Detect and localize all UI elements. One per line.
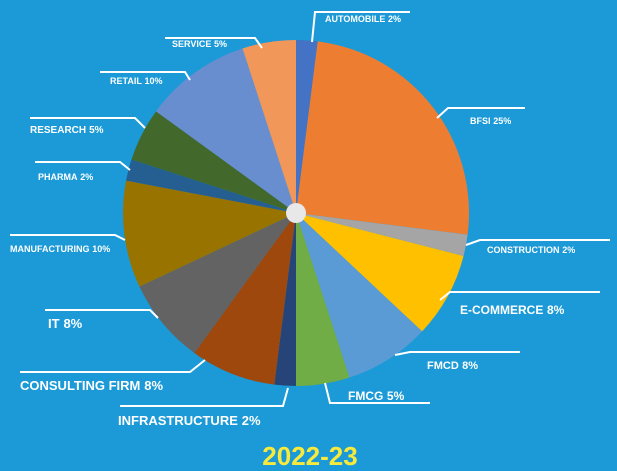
slice-label: RETAIL 10% <box>110 76 163 86</box>
slice-label: MANUFACTURING 10% <box>10 244 110 254</box>
leader-line <box>20 359 206 373</box>
leader-line <box>45 309 159 319</box>
value-label: 5% <box>214 39 227 49</box>
pie-slice <box>126 159 297 213</box>
category-label: AUTOMOBILE <box>325 14 385 24</box>
pie-slice <box>156 48 296 213</box>
leader-line <box>165 37 263 49</box>
slice-label: SERVICE 5% <box>172 39 227 49</box>
value-label: 8% <box>144 378 163 393</box>
value-label: 5% <box>387 389 405 403</box>
category-label: INFRASTRUCTURE <box>118 413 238 428</box>
category-label: FMCD <box>427 360 459 372</box>
leader-line <box>10 234 126 241</box>
category-label: RETAIL <box>110 76 142 86</box>
value-label: 2% <box>80 172 93 182</box>
leader-line <box>311 11 410 43</box>
value-label: 25% <box>493 116 511 126</box>
value-label: 2% <box>388 14 401 24</box>
leader-line <box>439 291 600 301</box>
leader-line <box>35 161 131 171</box>
value-label: 10% <box>92 244 110 254</box>
pie-slice <box>296 213 350 386</box>
center-dot <box>286 203 306 223</box>
slice-label: IT 8% <box>48 316 83 331</box>
slice-label: E-COMMERCE 8% <box>460 303 565 317</box>
category-label: IT <box>48 316 60 331</box>
slice-label: INFRASTRUCTURE 2% <box>118 413 261 428</box>
value-label: 8% <box>63 316 82 331</box>
value-label: 10% <box>145 76 163 86</box>
pie-slice <box>139 213 296 353</box>
value-label: 2% <box>562 245 575 255</box>
leader-line <box>120 387 289 407</box>
value-label: 2% <box>242 413 261 428</box>
pie-slice <box>194 213 296 385</box>
leader-line <box>30 117 146 129</box>
category-label: PHARMA <box>38 172 78 182</box>
pie-slice <box>274 213 296 386</box>
category-label: RESEARCH <box>30 125 86 136</box>
category-label: SERVICE <box>172 39 211 49</box>
category-label: E-COMMERCE <box>460 303 543 317</box>
category-label: CONSULTING FIRM <box>20 378 140 393</box>
slice-label: PHARMA 2% <box>38 172 93 182</box>
leader-line <box>394 351 520 356</box>
category-label: FMCG <box>348 389 383 403</box>
slice-label: CONSTRUCTION 2% <box>487 245 575 255</box>
pie-slice <box>296 213 468 257</box>
leader-line <box>324 382 430 404</box>
slice-label: FMCD 8% <box>427 360 478 372</box>
slice-label: AUTOMOBILE 2% <box>325 14 401 24</box>
slice-label: RESEARCH 5% <box>30 125 104 136</box>
category-label: MANUFACTURING <box>10 244 90 254</box>
category-label: BFSI <box>470 116 491 126</box>
pie-slice <box>242 40 296 213</box>
pie-slice <box>296 41 469 235</box>
pie-slice <box>296 40 318 213</box>
value-label: 8% <box>462 360 478 372</box>
value-label: 8% <box>547 303 565 317</box>
pie-slice <box>296 213 464 332</box>
pie-slice <box>123 180 297 287</box>
leader-line <box>436 107 525 119</box>
slice-label: CONSULTING FIRM 8% <box>20 378 163 393</box>
pie-slice <box>131 111 296 213</box>
chart-title: 2022-23 <box>262 441 357 471</box>
value-label: 5% <box>89 125 104 136</box>
slice-label: BFSI 25% <box>470 116 511 126</box>
leader-line <box>100 71 191 81</box>
slice-label: FMCG 5% <box>348 389 405 403</box>
pie-slice <box>296 213 423 378</box>
leader-line <box>465 239 610 246</box>
category-label: CONSTRUCTION <box>487 245 560 255</box>
